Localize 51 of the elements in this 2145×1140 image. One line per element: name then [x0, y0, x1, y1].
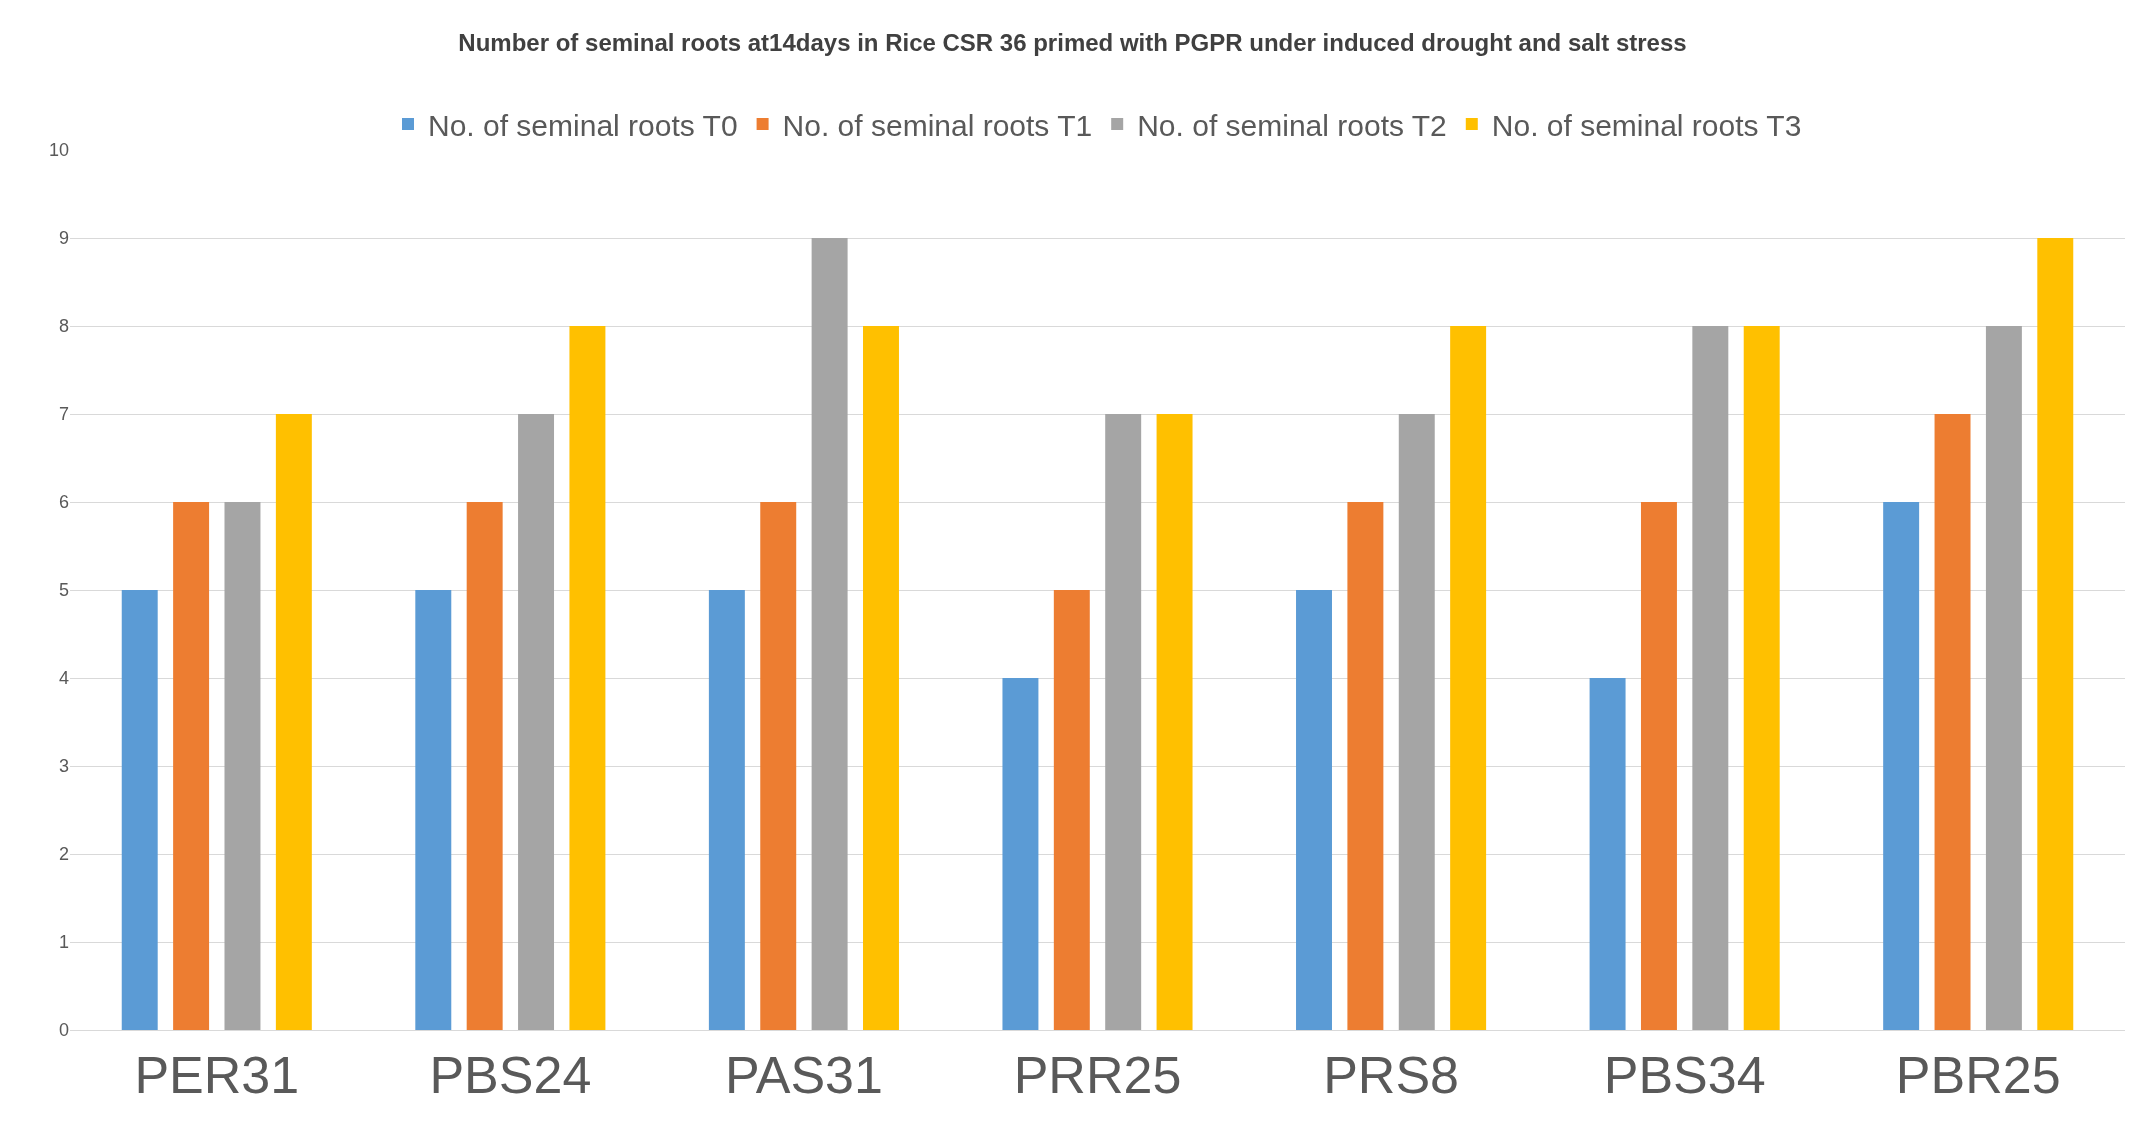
bar: [275, 414, 312, 1030]
x-tick-label: PRS8: [1323, 1046, 1459, 1105]
x-tick-label: PAS31: [724, 1046, 883, 1105]
legend-label: No. of seminal roots T3: [1491, 108, 1802, 142]
bar: [1589, 678, 1626, 1030]
bar: [863, 326, 899, 1030]
y-tick-label: 10: [48, 140, 69, 161]
x-tick-label: PBS24: [429, 1046, 592, 1105]
y-tick-label: 9: [58, 228, 69, 249]
x-tick-label: PRR25: [1013, 1046, 1182, 1105]
bar: [1053, 590, 1090, 1030]
bar: [518, 414, 555, 1030]
x-tick-label: PER31: [134, 1046, 300, 1105]
bar: [1883, 502, 1920, 1030]
y-tick-label: 4: [58, 668, 69, 689]
legend-label: No. of seminal roots T1: [782, 108, 1093, 142]
bar: [811, 238, 848, 1030]
bar: [1105, 414, 1142, 1030]
bar: [224, 502, 261, 1030]
y-tick-label: 1: [58, 932, 69, 953]
y-tick-label: 2: [58, 844, 69, 865]
bar: [1692, 326, 1729, 1030]
y-tick-label: 5: [58, 580, 69, 601]
bar: [121, 590, 158, 1030]
bar: [1450, 326, 1487, 1030]
x-tick-label: PBS34: [1603, 1046, 1766, 1105]
bar: [569, 326, 606, 1030]
bar: [1985, 326, 2022, 1030]
bar: [1156, 414, 1193, 1030]
x-tick-label: PBR25: [1895, 1046, 2061, 1105]
y-tick-label: 8: [58, 316, 69, 337]
legend-label: No. of seminal roots T0: [428, 108, 738, 142]
bar: [1934, 414, 1971, 1030]
bar: [1398, 414, 1435, 1030]
bar: [2037, 238, 2074, 1030]
legend-label: No. of seminal roots T2: [1137, 108, 1447, 142]
bar: [1347, 502, 1384, 1030]
bar: [415, 590, 452, 1030]
bar: [1743, 326, 1780, 1030]
y-tick-label: 6: [58, 492, 69, 513]
bar: [1640, 502, 1677, 1030]
bar: [173, 502, 210, 1030]
bar: [708, 590, 745, 1030]
bar: [1296, 590, 1332, 1030]
chart-title: Number of seminal roots at14days in Rice CSR 36 primed with PGPR under induced drought and salt stress: [458, 29, 1687, 56]
bar: [760, 502, 797, 1030]
y-tick-label: 7: [58, 404, 69, 425]
y-tick-label: 3: [58, 756, 69, 777]
y-tick-label: 0: [58, 1020, 69, 1041]
bar: [466, 502, 503, 1030]
bar: [1002, 678, 1039, 1030]
